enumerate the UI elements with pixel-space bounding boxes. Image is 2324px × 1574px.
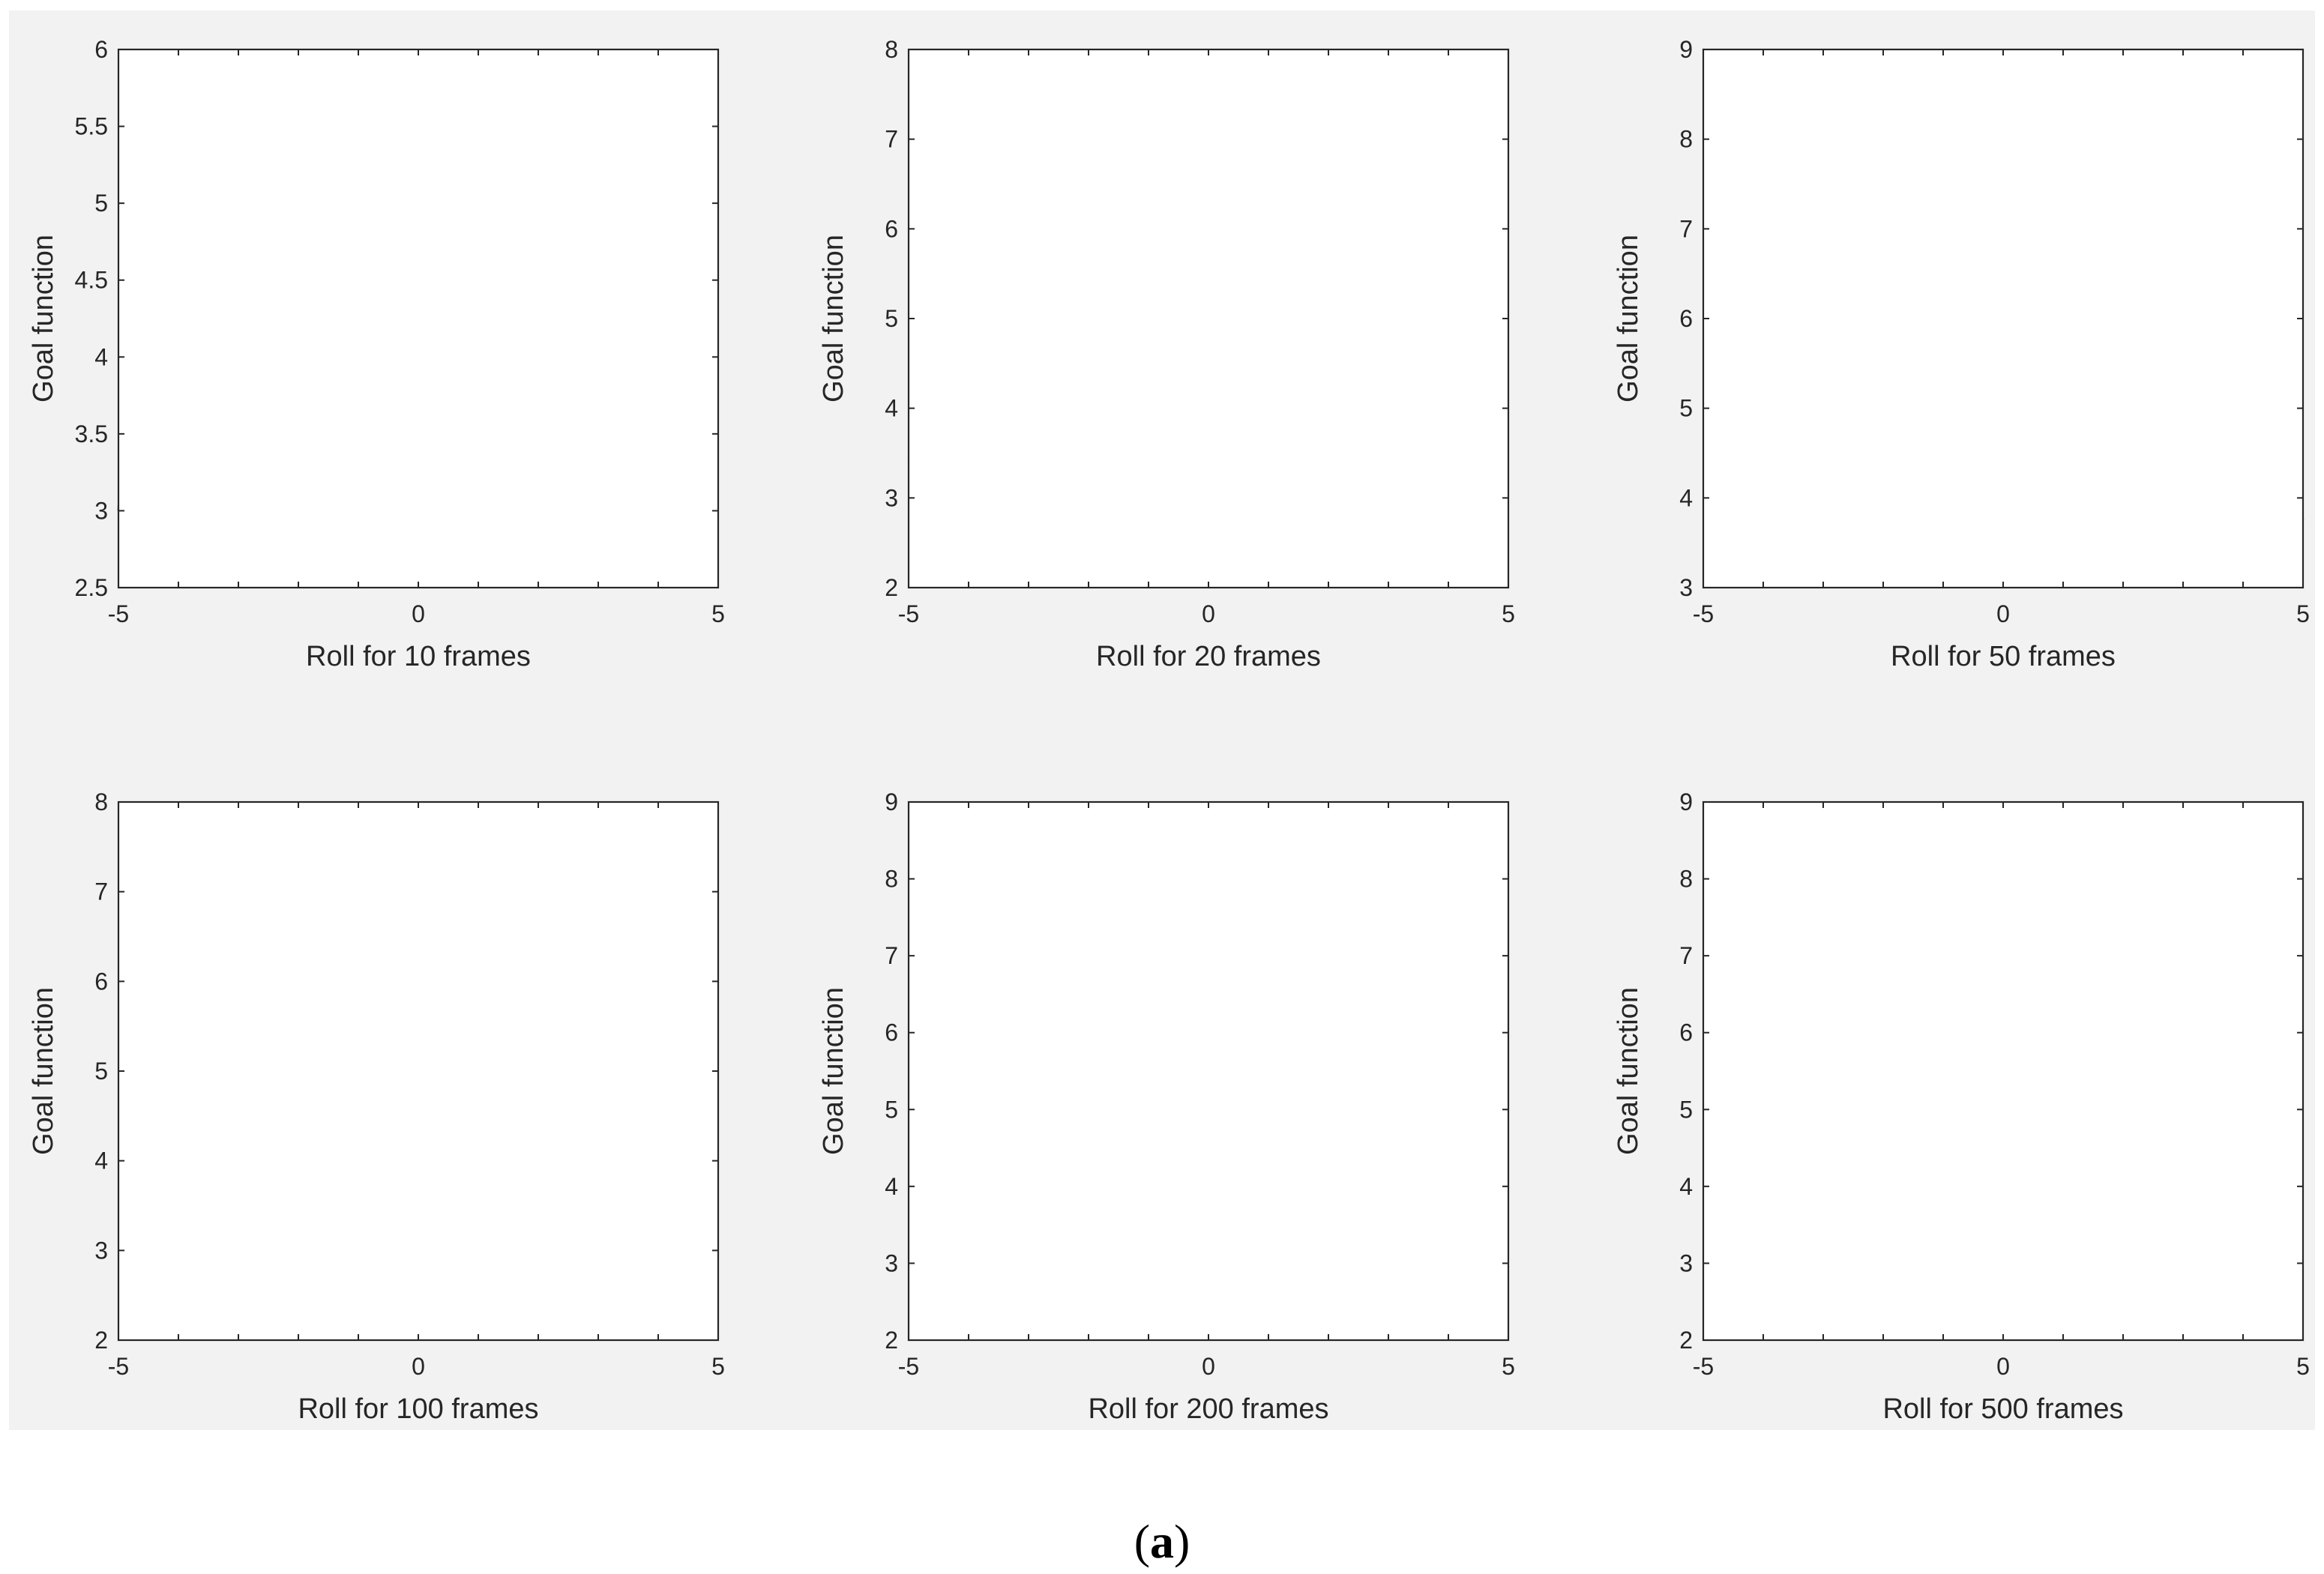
x-tick-label: -5 xyxy=(1693,1353,1714,1380)
caption-letter: a xyxy=(1150,1515,1174,1568)
y-tick-label: 4.5 xyxy=(75,267,108,294)
y-tick-label: 5 xyxy=(1679,395,1693,422)
axes-frame xyxy=(907,48,1510,589)
x-tick-label: -5 xyxy=(898,1353,919,1380)
y-tick-label: 8 xyxy=(885,36,898,63)
y-tick-label: 6 xyxy=(885,1019,898,1046)
y-tick-label: 5 xyxy=(94,190,108,217)
y-tick-label: 3.5 xyxy=(75,420,108,447)
x-tick-label: -5 xyxy=(1693,600,1714,627)
y-tick-label: 8 xyxy=(885,866,898,893)
y-tick-label: 3 xyxy=(94,497,108,524)
axes-frame xyxy=(1702,800,2305,1342)
caption-close-paren: ) xyxy=(1174,1515,1190,1568)
chart-2: -5 0 5 2 3 4 5 6 7 8 Roll for 20 frames Goal functi… xyxy=(818,36,1515,672)
x-tick-label: 0 xyxy=(412,600,425,627)
x-tick-label: 0 xyxy=(1996,1353,2010,1380)
y-tick-label: 7 xyxy=(885,942,898,969)
y-tick-label: 5 xyxy=(885,305,898,332)
x-axis-label: Roll for 20 frames xyxy=(1096,641,1321,672)
y-tick-label: 6 xyxy=(1679,305,1693,332)
x-tick-label: 5 xyxy=(2296,600,2310,627)
x-axis-label: Roll for 500 frames xyxy=(1882,1393,2123,1425)
y-axis-label: Goal function xyxy=(1613,235,1644,402)
y-tick-label: 6 xyxy=(885,215,898,242)
y-tick-label: 8 xyxy=(1679,866,1693,893)
x-tick-label: 0 xyxy=(1202,600,1215,627)
x-tick-label: 0 xyxy=(1202,1353,1215,1380)
chart-4: -5 0 5 2 3 4 5 6 7 8 Roll for 100 frames Goal funct… xyxy=(28,788,725,1425)
y-tick-label: 7 xyxy=(1679,942,1693,969)
x-tick-label: -5 xyxy=(108,600,129,627)
x-tick-label: 5 xyxy=(711,600,725,627)
axes-frame xyxy=(1702,48,2305,589)
chart-1: -5 0 5 2.5 3 3.5 4 4.5 5 5.5 6 Roll for 10 frames Go… xyxy=(28,36,725,672)
x-axis-label: Roll for 200 frames xyxy=(1088,1393,1328,1425)
chart-5: -5 0 5 2 3 4 5 6 7 8 9 Roll for 200 frames Goal func… xyxy=(818,788,1515,1425)
y-tick-label: 2 xyxy=(885,574,898,601)
x-axis-label: Roll for 50 frames xyxy=(1891,641,2116,672)
caption-open-paren: ( xyxy=(1134,1515,1150,1568)
x-tick-label: -5 xyxy=(898,600,919,627)
axes-frame xyxy=(117,800,720,1342)
y-tick-label: 9 xyxy=(885,788,898,815)
x-tick-label: 5 xyxy=(711,1353,725,1380)
chart-6: -5 0 5 2 3 4 5 6 7 8 9 Roll for 500 frames Goal func… xyxy=(1613,788,2310,1425)
y-tick-label: 9 xyxy=(1679,788,1693,815)
y-tick-label: 3 xyxy=(94,1237,108,1264)
y-tick-label: 2 xyxy=(1679,1327,1693,1354)
y-tick-label: 2.5 xyxy=(75,574,108,601)
x-tick-label: 0 xyxy=(412,1353,425,1380)
axes-frame xyxy=(907,800,1510,1342)
y-tick-label: 5 xyxy=(1679,1096,1693,1123)
y-tick-label: 7 xyxy=(1679,215,1693,242)
y-tick-label: 5 xyxy=(885,1096,898,1123)
y-tick-label: 8 xyxy=(94,788,108,815)
y-tick-label: 8 xyxy=(1679,126,1693,153)
y-tick-label: 4 xyxy=(885,395,898,422)
y-tick-label: 7 xyxy=(94,878,108,905)
y-tick-label: 4 xyxy=(1679,484,1693,511)
x-tick-label: 5 xyxy=(1502,1353,1515,1380)
y-tick-label: 6 xyxy=(94,36,108,63)
y-tick-label: 7 xyxy=(885,126,898,153)
chart-3: -5 0 5 3 4 5 6 7 8 9 Roll for 50 frames Goal functi… xyxy=(1613,36,2310,672)
y-axis-label: Goal function xyxy=(1613,987,1644,1155)
x-tick-label: 0 xyxy=(1996,600,2010,627)
y-tick-label: 2 xyxy=(885,1327,898,1354)
y-tick-label: 4 xyxy=(885,1173,898,1200)
y-tick-label: 3 xyxy=(1679,1249,1693,1276)
y-axis-label: Goal function xyxy=(818,235,849,402)
y-tick-label: 2 xyxy=(94,1327,108,1354)
x-axis-label: Roll for 100 frames xyxy=(298,1393,538,1425)
x-tick-label: 5 xyxy=(1502,600,1515,627)
y-tick-label: 4 xyxy=(94,343,108,370)
y-tick-label: 4 xyxy=(94,1148,108,1175)
y-tick-label: 5.5 xyxy=(75,113,108,140)
y-axis-label: Goal function xyxy=(28,235,59,402)
x-tick-label: -5 xyxy=(108,1353,129,1380)
y-tick-label: 3 xyxy=(885,484,898,511)
y-tick-label: 4 xyxy=(1679,1173,1693,1200)
x-tick-label: 5 xyxy=(2296,1353,2310,1380)
y-tick-label: 3 xyxy=(1679,574,1693,601)
figure-caption: (a) xyxy=(0,1514,2324,1570)
y-tick-label: 6 xyxy=(94,968,108,995)
y-tick-label: 6 xyxy=(1679,1019,1693,1046)
y-axis-label: Goal function xyxy=(28,987,59,1155)
axes-frame xyxy=(117,48,720,589)
y-tick-label: 5 xyxy=(94,1058,108,1085)
y-tick-label: 3 xyxy=(885,1249,898,1276)
x-axis-label: Roll for 10 frames xyxy=(306,641,531,672)
y-axis-label: Goal function xyxy=(818,987,849,1155)
y-tick-label: 9 xyxy=(1679,36,1693,63)
